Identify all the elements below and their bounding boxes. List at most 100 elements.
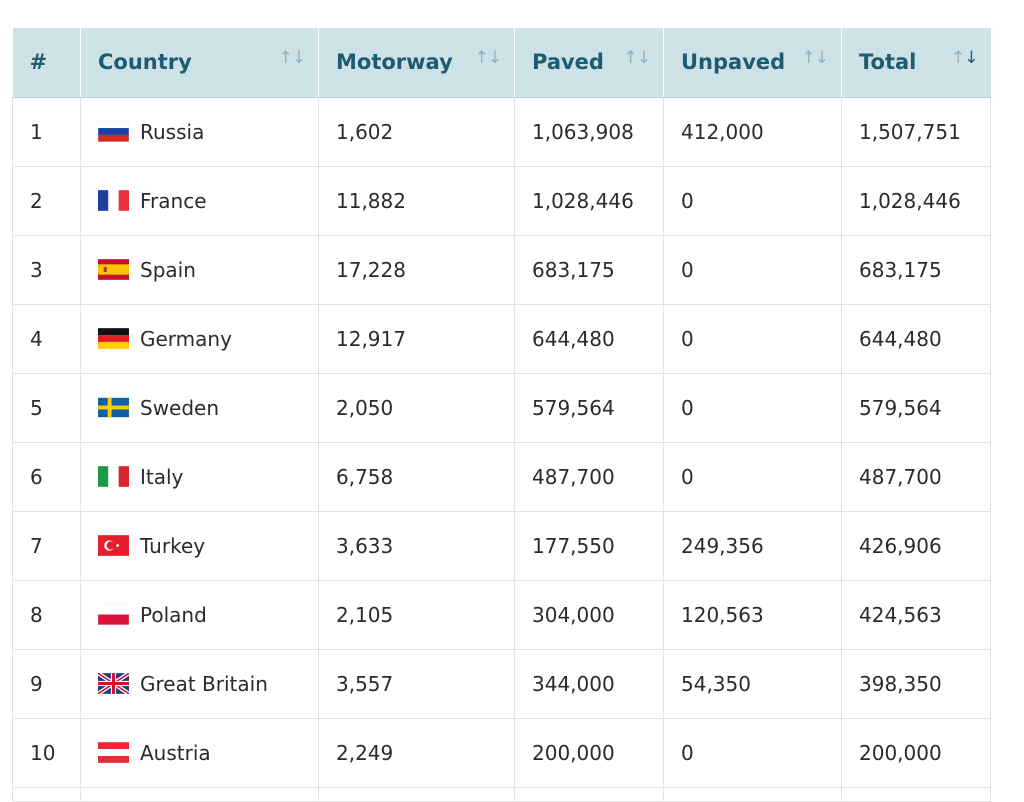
sort-updown-icon[interactable]: ↑↓ <box>801 48 829 68</box>
roads-table-container: # Country ↑↓ Motorway ↑↓ Paved ↑↓ Unpaved ↑↓… <box>12 28 991 802</box>
column-header-rank[interactable]: # <box>12 28 81 98</box>
rank-cell: 10 <box>12 717 81 788</box>
unpaved-cell: 412,000 <box>663 96 842 167</box>
table-row: 7 Turkey 3,633 177,550 249,356 426,906 <box>12 510 991 581</box>
paved-cell: 200,000 <box>514 717 664 788</box>
table-header-row: # Country ↑↓ Motorway ↑↓ Paved ↑↓ Unpaved ↑↓… <box>12 28 991 98</box>
country-cell: Austria <box>80 717 319 788</box>
rank-cell: 7 <box>12 510 81 581</box>
rank-cell: 9 <box>12 648 81 719</box>
total-cell: 424,563 <box>841 579 991 650</box>
germany-flag-icon <box>98 328 129 349</box>
table-row: 1 Russia 1,602 1,063,908 412,000 1,507,751 <box>12 96 991 167</box>
country-cell: Turkey <box>80 510 319 581</box>
great-britain-flag-icon <box>96 671 131 696</box>
paved-cell: 579,564 <box>514 372 664 443</box>
unpaved-cell: 0 <box>663 441 842 512</box>
roads-table: # Country ↑↓ Motorway ↑↓ Paved ↑↓ Unpaved ↑↓… <box>12 28 991 802</box>
rank-cell: 6 <box>12 441 81 512</box>
unpaved-cell: 0 <box>663 717 842 788</box>
paved-cell: 177,550 <box>514 510 664 581</box>
country-cell: Russia <box>80 96 319 167</box>
motorway-cell: 17,228 <box>318 234 515 305</box>
turkey-flag-icon <box>98 535 129 556</box>
unpaved-cell: 54,350 <box>663 648 842 719</box>
paved-cell: 683,175 <box>514 234 664 305</box>
motorway-cell: 3,633 <box>318 510 515 581</box>
country-cell: Poland <box>80 579 319 650</box>
column-header-paved[interactable]: Paved ↑↓ <box>514 28 664 98</box>
spain-flag-icon <box>98 259 129 280</box>
italy-flag-icon <box>98 466 129 487</box>
poland-flag-icon <box>97 604 130 625</box>
motorway-cell: 2,050 <box>318 372 515 443</box>
unpaved-cell: 0 <box>663 372 842 443</box>
paved-cell: 304,000 <box>514 579 664 650</box>
paved-cell: 644,480 <box>514 303 664 374</box>
country-name: Austria <box>140 740 211 765</box>
table-row: 8 Poland 2,105 304,000 120,563 424,563 <box>12 579 991 650</box>
table-row: 2 France 11,882 1,028,446 0 1,028,446 <box>12 165 991 236</box>
country-cell: Great Britain <box>80 648 319 719</box>
country-name: Poland <box>140 602 207 627</box>
total-cell: 644,480 <box>841 303 991 374</box>
column-header-total[interactable]: Total ↑↓ <box>841 28 991 98</box>
rank-cell: 3 <box>12 234 81 305</box>
motorway-cell: 2,249 <box>318 717 515 788</box>
rank-cell: 4 <box>12 303 81 374</box>
country-cell: Germany <box>80 303 319 374</box>
column-header-unpaved[interactable]: Unpaved ↑↓ <box>663 28 842 98</box>
motorway-cell: 6,758 <box>318 441 515 512</box>
column-header-country[interactable]: Country ↑↓ <box>80 28 319 98</box>
country-cell: France <box>80 165 319 236</box>
country-name: Germany <box>140 326 232 351</box>
total-cell: 1,507,751 <box>841 96 991 167</box>
sort-updown-icon[interactable]: ↑↓ <box>278 48 306 68</box>
country-name: France <box>140 188 207 213</box>
sort-updown-icon[interactable]: ↑↓ <box>474 48 502 68</box>
total-cell: 398,350 <box>841 648 991 719</box>
russia-flag-icon <box>97 120 130 143</box>
motorway-cell: 1,602 <box>318 96 515 167</box>
unpaved-cell: 120,563 <box>663 579 842 650</box>
country-name: Sweden <box>140 395 220 420</box>
unpaved-cell: 0 <box>663 234 842 305</box>
country-name: Spain <box>140 257 196 282</box>
sweden-flag-icon <box>98 397 129 418</box>
country-name: Great Britain <box>140 671 268 696</box>
column-header-motorway[interactable]: Motorway ↑↓ <box>318 28 515 98</box>
country-cell: Italy <box>80 441 319 512</box>
france-flag-icon <box>98 190 129 211</box>
austria-flag-icon <box>98 742 129 763</box>
paved-cell: 344,000 <box>514 648 664 719</box>
motorway-cell: 12,917 <box>318 303 515 374</box>
paved-cell: 1,063,908 <box>514 96 664 167</box>
country-cell: Spain <box>80 234 319 305</box>
total-cell: 579,564 <box>841 372 991 443</box>
unpaved-cell: 249,356 <box>663 510 842 581</box>
rank-cell: 1 <box>12 96 81 167</box>
rank-cell: 2 <box>12 165 81 236</box>
table-row: 3 Spain 17,228 683,175 0 683,175 <box>12 234 991 305</box>
motorway-cell: 2,105 <box>318 579 515 650</box>
table-row: 4 Germany 12,917 644,480 0 644,480 <box>12 303 991 374</box>
motorway-cell: 11,882 <box>318 165 515 236</box>
unpaved-cell: 0 <box>663 303 842 374</box>
paved-cell: 487,700 <box>514 441 664 512</box>
paved-cell: 1,028,446 <box>514 165 664 236</box>
sort-desc-icon[interactable]: ↑↓ <box>951 48 979 68</box>
table-row: 9 Great Britain 3,557 344,000 54,350 398,350 <box>12 648 991 719</box>
total-cell: 487,700 <box>841 441 991 512</box>
table-row: 6 Italy 6,758 487,700 0 487,700 <box>12 441 991 512</box>
sort-updown-icon[interactable]: ↑↓ <box>623 48 651 68</box>
total-cell: 200,000 <box>841 717 991 788</box>
table-row: 10 Austria 2,249 200,000 0 200,000 <box>12 717 991 788</box>
country-name: Italy <box>140 464 184 489</box>
table-row: 5 Sweden 2,050 579,564 0 579,564 <box>12 372 991 443</box>
country-cell: Sweden <box>80 372 319 443</box>
total-cell: 426,906 <box>841 510 991 581</box>
motorway-cell: 3,557 <box>318 648 515 719</box>
country-name: Russia <box>140 119 205 144</box>
rank-cell: 8 <box>12 579 81 650</box>
rank-cell: 5 <box>12 372 81 443</box>
